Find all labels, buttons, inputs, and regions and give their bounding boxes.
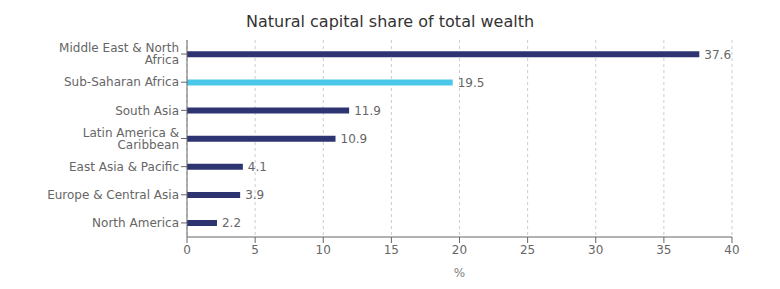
svg-text:Latin America &Caribbean: Latin America &Caribbean: [83, 126, 179, 152]
svg-text:%: %: [454, 266, 465, 280]
svg-text:35: 35: [656, 243, 671, 257]
svg-text:40: 40: [724, 243, 739, 257]
svg-text:North America: North America: [92, 216, 179, 230]
svg-text:5: 5: [251, 243, 259, 257]
svg-text:0: 0: [183, 243, 191, 257]
svg-text:11.9: 11.9: [354, 104, 381, 118]
svg-text:Middle East & NorthAfrica: Middle East & NorthAfrica: [59, 41, 179, 67]
svg-text:10.9: 10.9: [341, 132, 368, 146]
svg-text:10: 10: [316, 243, 331, 257]
svg-text:30: 30: [588, 243, 603, 257]
svg-text:South Asia: South Asia: [115, 104, 179, 118]
svg-text:East Asia & Pacific: East Asia & Pacific: [69, 160, 179, 174]
svg-text:4.1: 4.1: [248, 160, 267, 174]
svg-text:15: 15: [384, 243, 399, 257]
svg-text:37.6: 37.6: [704, 48, 731, 62]
svg-text:20: 20: [452, 243, 467, 257]
svg-text:25: 25: [520, 243, 535, 257]
html-text:Natural capital share of total: Natural capital share of total wealth: [245, 12, 535, 31]
svg-text:3.9: 3.9: [245, 188, 264, 202]
svg-text:19.5: 19.5: [458, 76, 485, 90]
svg-text:2.2: 2.2: [222, 216, 241, 230]
svg-text:Sub-Saharan Africa: Sub-Saharan Africa: [64, 75, 179, 89]
svg-text:Europe & Central Asia: Europe & Central Asia: [47, 188, 179, 202]
